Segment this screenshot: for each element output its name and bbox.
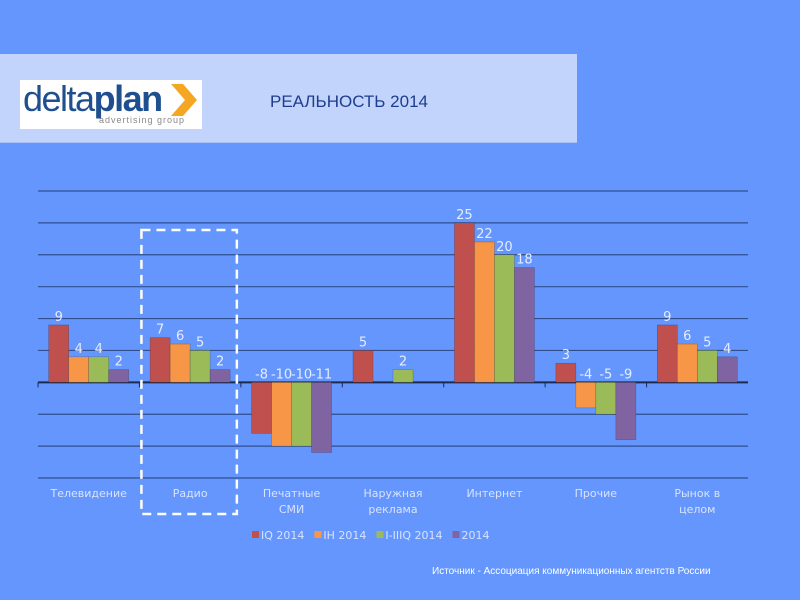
legend-swatch <box>252 531 259 538</box>
data-label: 22 <box>476 227 493 242</box>
data-label: 9 <box>55 310 63 325</box>
logo-subtitle: advertising group <box>99 115 186 125</box>
data-label: 5 <box>703 335 711 350</box>
legend-label: IH 2014 <box>323 529 366 542</box>
data-label: -5 <box>599 367 612 382</box>
bar <box>271 382 292 447</box>
source-note: Источник - Ассоциация коммуникационных а… <box>432 566 711 577</box>
bar <box>575 382 597 409</box>
bar <box>555 362 577 383</box>
data-label: 20 <box>496 240 513 255</box>
logo-text-light: delta <box>23 78 95 119</box>
category-label: Телевидение <box>50 487 128 500</box>
data-label: -8 <box>255 367 268 382</box>
bar <box>716 356 738 383</box>
data-label: 6 <box>683 329 691 344</box>
data-label: -4 <box>579 367 592 382</box>
legend-label: I-IIIQ 2014 <box>385 529 442 542</box>
bar <box>595 382 617 415</box>
category-label: Печатные <box>263 487 321 500</box>
legend-swatch <box>452 531 460 538</box>
data-label: 2 <box>399 355 407 370</box>
data-label: 7 <box>156 323 164 338</box>
bar <box>615 382 637 441</box>
bar <box>291 382 312 447</box>
bar <box>656 324 678 383</box>
legend-label: 2014 <box>462 529 490 542</box>
bar <box>48 324 70 383</box>
data-label: 4 <box>75 342 83 357</box>
bar <box>189 350 211 383</box>
bar <box>676 343 698 383</box>
data-label: -11 <box>311 367 332 382</box>
category-label: Наружная <box>364 487 423 500</box>
highlight-box <box>140 228 239 516</box>
bar <box>474 241 495 383</box>
bar <box>169 343 191 383</box>
data-label: 25 <box>456 208 473 223</box>
data-label: 18 <box>516 253 533 268</box>
bar <box>454 222 475 383</box>
bar <box>311 382 332 453</box>
category-label: Радио <box>173 487 208 500</box>
data-label: 2 <box>115 355 123 370</box>
category-label: реклама <box>368 503 417 516</box>
category-label: Интернет <box>466 487 523 500</box>
category-label: Рынок в <box>674 487 720 500</box>
data-label: 4 <box>95 342 103 357</box>
category-label: целом <box>679 503 715 516</box>
data-label: 5 <box>359 335 367 350</box>
logo-text-bold: plan <box>93 78 164 119</box>
data-label: -9 <box>619 367 632 382</box>
data-label: 4 <box>723 342 731 357</box>
deltaplan-logo: deltaplan advertising group <box>20 78 202 129</box>
chevron-right-icon <box>171 84 197 116</box>
bar <box>392 369 414 383</box>
bar <box>352 350 374 383</box>
data-label: 2 <box>216 355 224 370</box>
bar <box>209 369 231 383</box>
bar <box>88 356 110 383</box>
bar <box>68 356 90 383</box>
data-label: 6 <box>176 329 184 344</box>
bar <box>108 369 130 383</box>
bar <box>251 382 272 434</box>
bar <box>149 337 171 383</box>
data-label: -10 <box>271 367 292 382</box>
legend-swatch <box>376 531 384 538</box>
legend-swatch <box>314 531 322 538</box>
category-label: СМИ <box>279 503 304 516</box>
bar <box>514 267 535 383</box>
data-label: 5 <box>196 335 204 350</box>
legend-label: IQ 2014 <box>261 529 304 542</box>
data-label: 3 <box>562 348 570 363</box>
category-label: Прочие <box>575 487 618 500</box>
bar <box>494 254 515 383</box>
page-title: РЕАЛЬНОСТЬ 2014 <box>270 92 428 111</box>
data-label: -10 <box>291 367 312 382</box>
data-label: 9 <box>663 310 671 325</box>
bar <box>696 350 718 383</box>
